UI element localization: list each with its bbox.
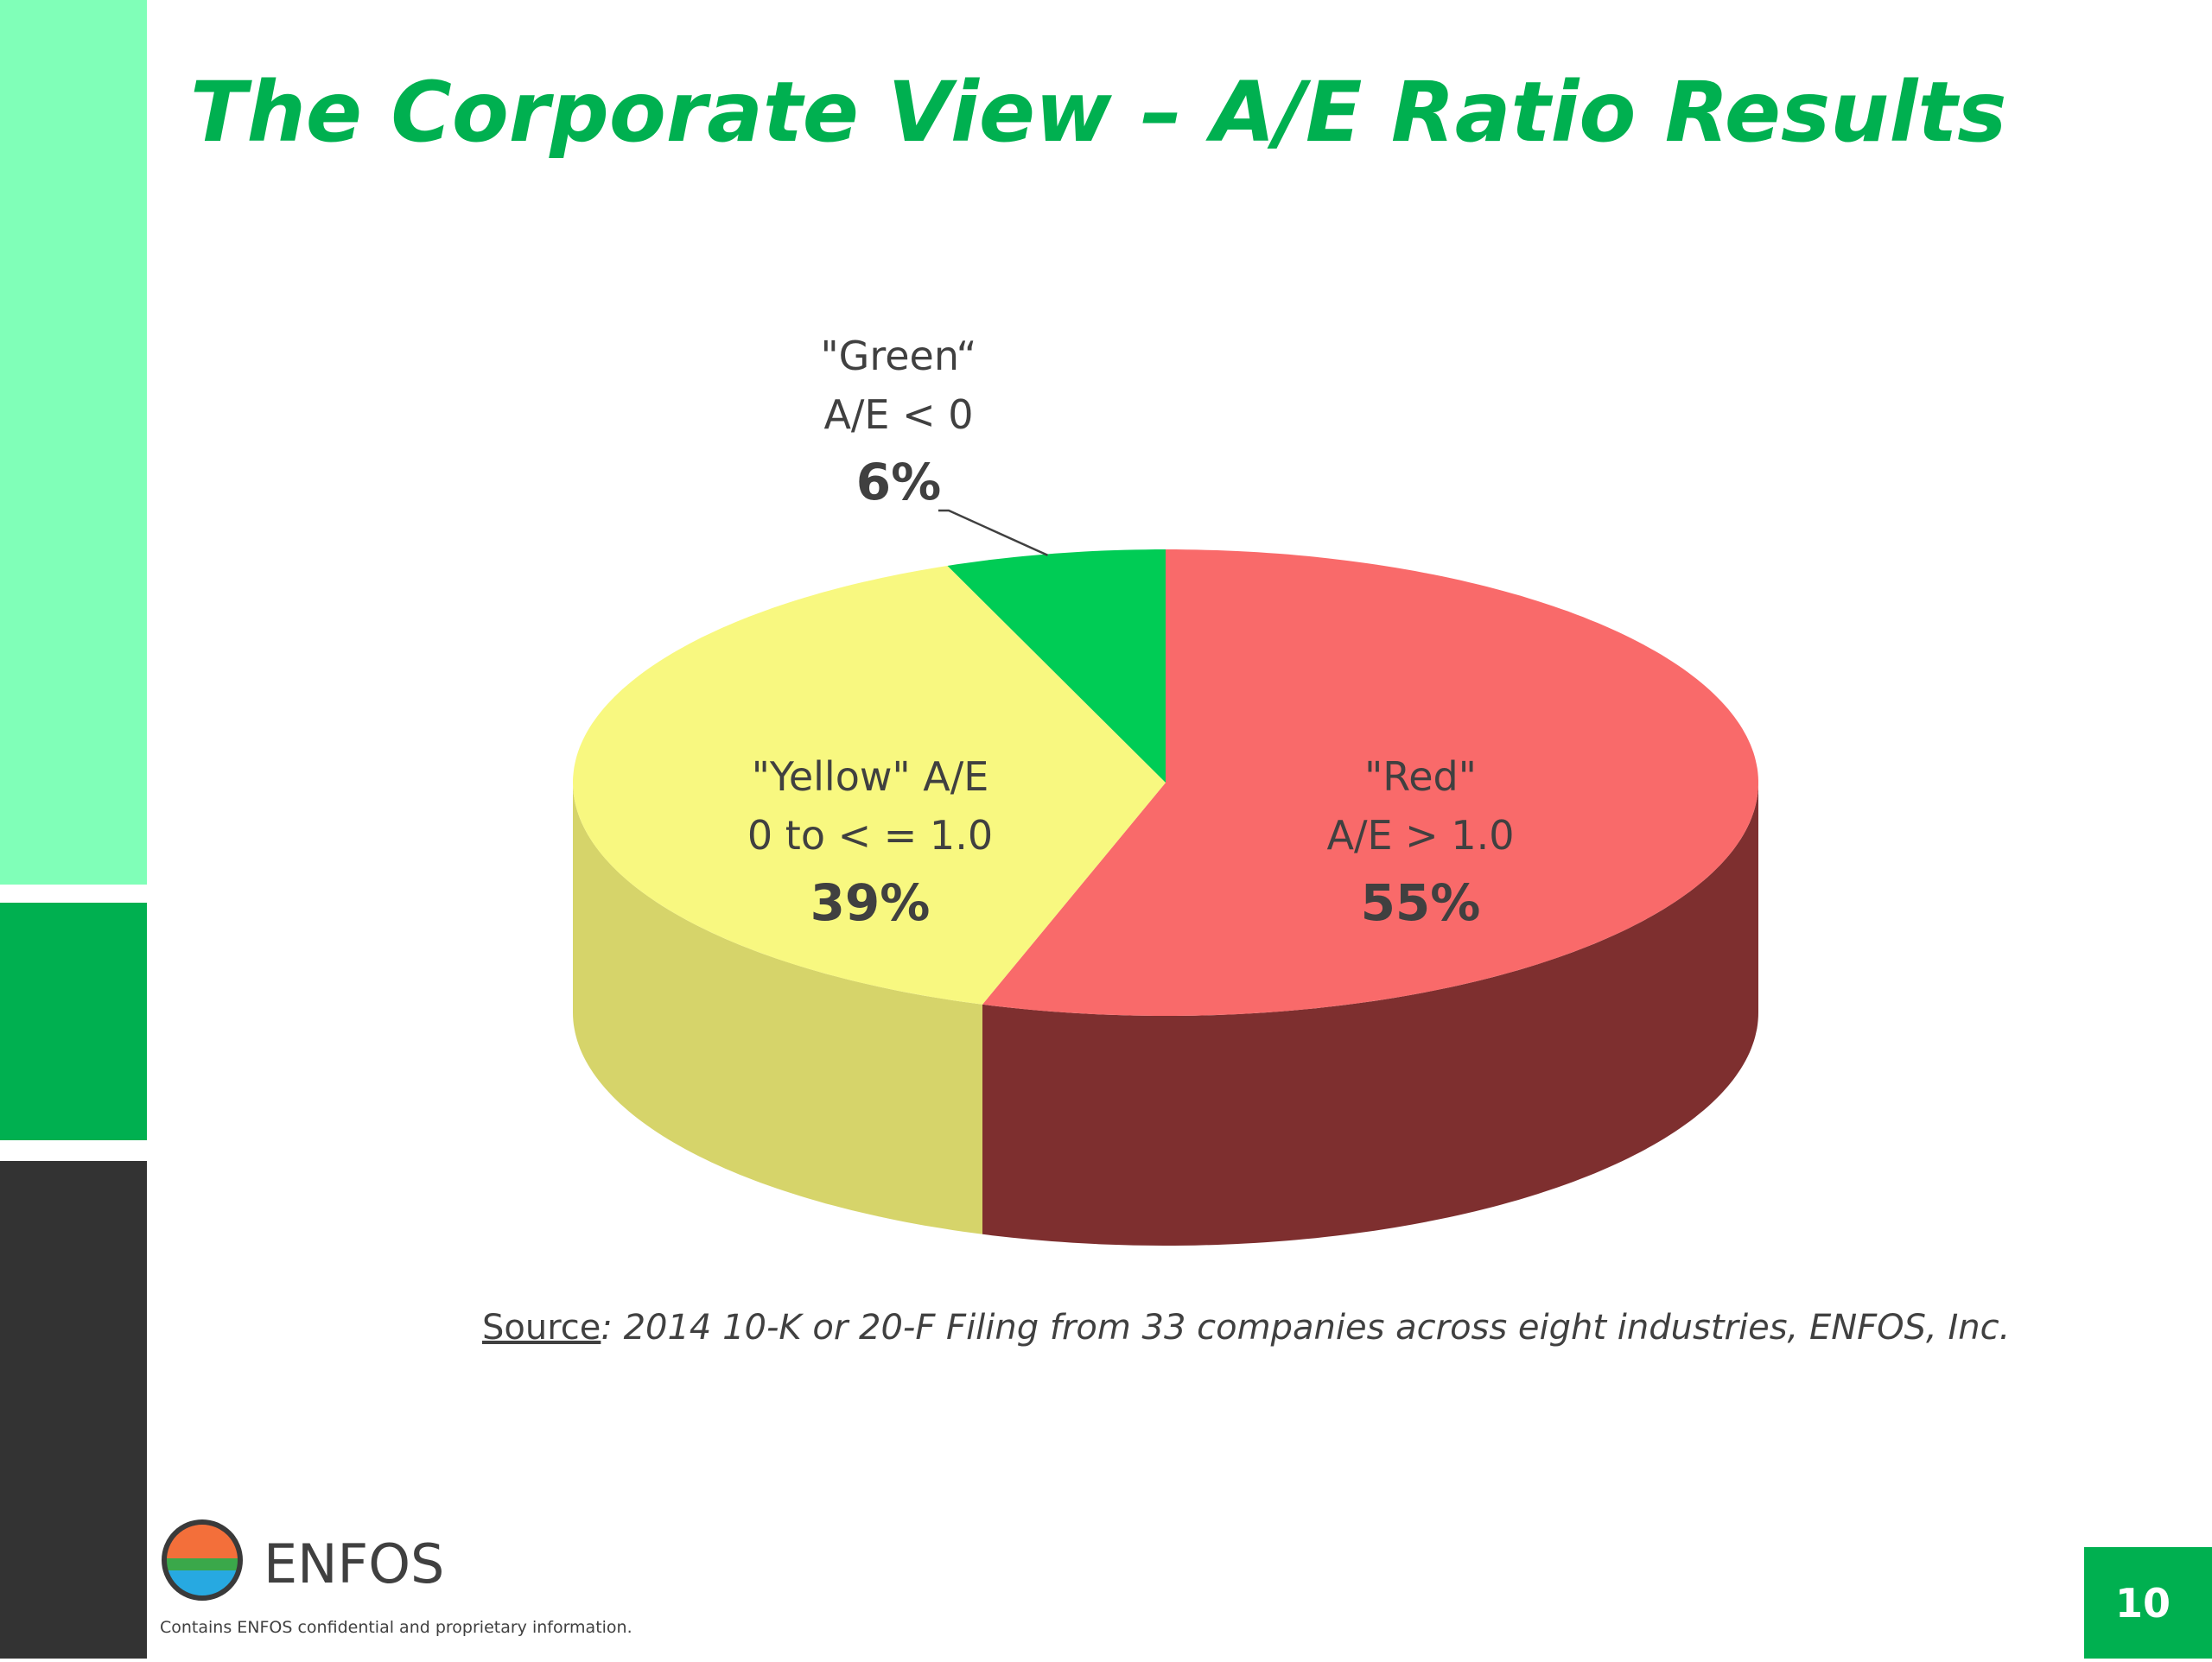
pie-slice (982, 549, 1758, 1246)
confidential-notice: Contains ENFOS confidential and propriet… (160, 1618, 632, 1637)
pie-slice-top (982, 549, 1758, 1016)
pie-slice (947, 549, 1166, 783)
source-note: Source: 2014 10-K or 20-F Filing from 33… (482, 1308, 2010, 1348)
page-number: 10 (2115, 1580, 2171, 1627)
slice-value-label: 6% (856, 453, 941, 511)
source-text: : 2014 10-K or 20-F Filing from 33 compa… (601, 1308, 2010, 1348)
slice-label: "Yellow" A/E 0 to < = 1.0 (747, 753, 993, 859)
pie-slice-side (573, 783, 982, 1234)
slice-label: "Red" A/E > 1.0 (1327, 753, 1515, 859)
pie-slice-side (982, 783, 1758, 1246)
side-bar-light (0, 0, 147, 885)
slide-title: The Corporate View – A/E Ratio Results (190, 64, 2006, 161)
pie-slice-top (947, 549, 1166, 783)
slice-value-label: 55% (1361, 873, 1481, 932)
page-number-box (2084, 1547, 2212, 1659)
logo-icon (162, 1519, 243, 1601)
side-bar-dark (0, 1161, 147, 1659)
source-label: Source (482, 1308, 601, 1348)
pie-slice (573, 566, 1166, 1234)
slice-value-label: 39% (810, 873, 931, 932)
slice-label: "Green“ A/E < 0 (821, 333, 977, 438)
pie-slice-top (573, 566, 1166, 1005)
leader-line (938, 509, 1048, 556)
pie-chart: "Red" A/E > 1.0 55% "Yellow" A/E 0 to < = 1.… (573, 333, 1758, 1246)
brand-name: ENFOS (264, 1532, 444, 1595)
side-bar-green (0, 903, 147, 1140)
